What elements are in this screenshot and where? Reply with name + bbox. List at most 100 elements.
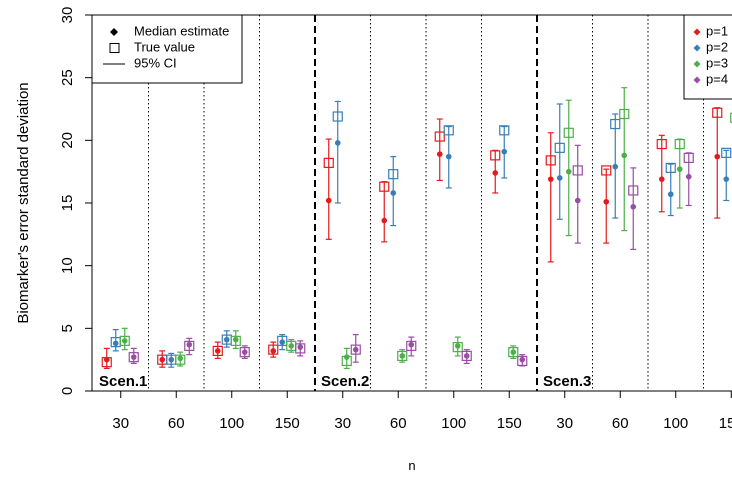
median-point bbox=[408, 341, 415, 348]
true-value-point bbox=[730, 112, 732, 123]
median-point bbox=[352, 346, 359, 353]
true-value-point bbox=[323, 157, 334, 168]
median-point bbox=[121, 338, 128, 344]
true-value-point bbox=[545, 155, 556, 166]
median-point bbox=[399, 353, 406, 359]
median-point bbox=[288, 343, 295, 349]
x-axis-title: n bbox=[408, 458, 415, 473]
x-tick-label: 30 bbox=[334, 415, 351, 432]
median-point bbox=[130, 354, 137, 360]
true-value-point bbox=[628, 185, 639, 196]
legend-series-label: p=3 bbox=[706, 55, 728, 70]
true-value-point bbox=[572, 165, 583, 176]
median-point bbox=[297, 344, 304, 350]
true-value-point bbox=[619, 108, 630, 120]
median-point bbox=[159, 356, 166, 363]
true-value-point bbox=[665, 162, 676, 174]
true-value-point bbox=[674, 138, 685, 150]
true-value-point bbox=[295, 343, 306, 354]
median-point bbox=[270, 348, 277, 354]
y-tick-label: 25 bbox=[59, 69, 76, 86]
y-tick-label: 15 bbox=[59, 195, 76, 212]
legend-right: p=1p=2p=3p=4 bbox=[683, 14, 732, 100]
true-value-point bbox=[610, 118, 621, 130]
median-point bbox=[390, 190, 397, 196]
x-tick-label: 60 bbox=[612, 415, 629, 432]
median-point bbox=[445, 153, 452, 160]
median-point bbox=[279, 339, 286, 345]
y-tick-label: 10 bbox=[59, 257, 76, 274]
scenario-label: Scen.1 bbox=[99, 373, 147, 390]
median-point bbox=[436, 151, 443, 157]
y-axis-title: Biomarker's error standard deviation bbox=[15, 82, 32, 323]
median-point bbox=[112, 340, 119, 347]
legend-series-symbol bbox=[693, 76, 701, 84]
true-value-point bbox=[212, 345, 223, 356]
median-point bbox=[685, 173, 692, 180]
x-tick-label: 150 bbox=[719, 415, 732, 432]
data-marks bbox=[101, 87, 732, 370]
true-value-point bbox=[499, 125, 510, 136]
y-tick-label: 5 bbox=[59, 324, 76, 332]
legend-series-symbol bbox=[693, 60, 701, 68]
legend-left-label: Median estimate bbox=[134, 23, 229, 38]
median-point bbox=[325, 197, 332, 204]
median-point bbox=[334, 140, 341, 146]
x-tick-label: 100 bbox=[219, 415, 244, 432]
true-value-point bbox=[656, 138, 667, 150]
true-value-point bbox=[683, 152, 694, 163]
median-point bbox=[343, 354, 350, 360]
true-value-point bbox=[175, 354, 186, 365]
median-point bbox=[630, 203, 637, 210]
median-point bbox=[510, 349, 517, 355]
x-tick-label: 60 bbox=[168, 415, 185, 432]
legend-series-label: p=2 bbox=[706, 39, 728, 54]
true-value-point bbox=[128, 352, 139, 363]
median-point bbox=[492, 170, 499, 176]
true-value-point bbox=[508, 347, 519, 358]
median-point bbox=[574, 197, 581, 204]
median-point bbox=[667, 191, 674, 198]
median-point bbox=[556, 175, 563, 181]
true-value-point bbox=[350, 344, 361, 355]
median-point bbox=[454, 343, 461, 349]
legend-true-value-symbol bbox=[109, 43, 120, 53]
legend-series-label: p=1 bbox=[706, 23, 728, 38]
y-tick-label: 20 bbox=[59, 132, 76, 149]
legend-left-label: 95% CI bbox=[134, 55, 177, 70]
scenario-label: Scen.2 bbox=[321, 373, 369, 390]
true-value-point bbox=[434, 131, 445, 142]
true-value-point bbox=[443, 125, 454, 136]
x-tick-label: 150 bbox=[275, 415, 300, 432]
x-tick-label: 150 bbox=[497, 415, 522, 432]
labels: Scen.1 Scen.2 Scen.3 Biomarker's error stan… bbox=[15, 82, 591, 473]
true-value-point bbox=[712, 107, 723, 118]
legend-left-label: True value bbox=[134, 39, 195, 54]
legend-series-label: p=4 bbox=[706, 71, 728, 86]
median-point bbox=[463, 353, 470, 359]
median-point bbox=[676, 166, 683, 172]
true-value-point bbox=[461, 350, 472, 362]
median-point bbox=[177, 355, 184, 362]
x-tick-label: 30 bbox=[556, 415, 573, 432]
median-point bbox=[381, 217, 388, 224]
x-tick-label: 100 bbox=[663, 415, 688, 432]
median-point bbox=[565, 168, 572, 175]
true-value-point bbox=[563, 127, 574, 138]
scenario-label: Scen.3 bbox=[543, 373, 591, 390]
legend-median-symbol bbox=[110, 28, 118, 36]
true-value-point bbox=[388, 169, 399, 180]
median-point bbox=[723, 176, 730, 182]
median-point bbox=[603, 198, 610, 205]
median-point bbox=[168, 356, 175, 363]
true-value-point bbox=[268, 344, 279, 355]
true-value-point bbox=[119, 335, 130, 346]
x-tick-label: 30 bbox=[112, 415, 129, 432]
legend-right-box bbox=[683, 14, 732, 100]
true-value-point bbox=[601, 165, 612, 176]
scenario-separators bbox=[148, 15, 704, 391]
true-value-point bbox=[184, 340, 195, 351]
x-tick-label: 60 bbox=[390, 415, 407, 432]
